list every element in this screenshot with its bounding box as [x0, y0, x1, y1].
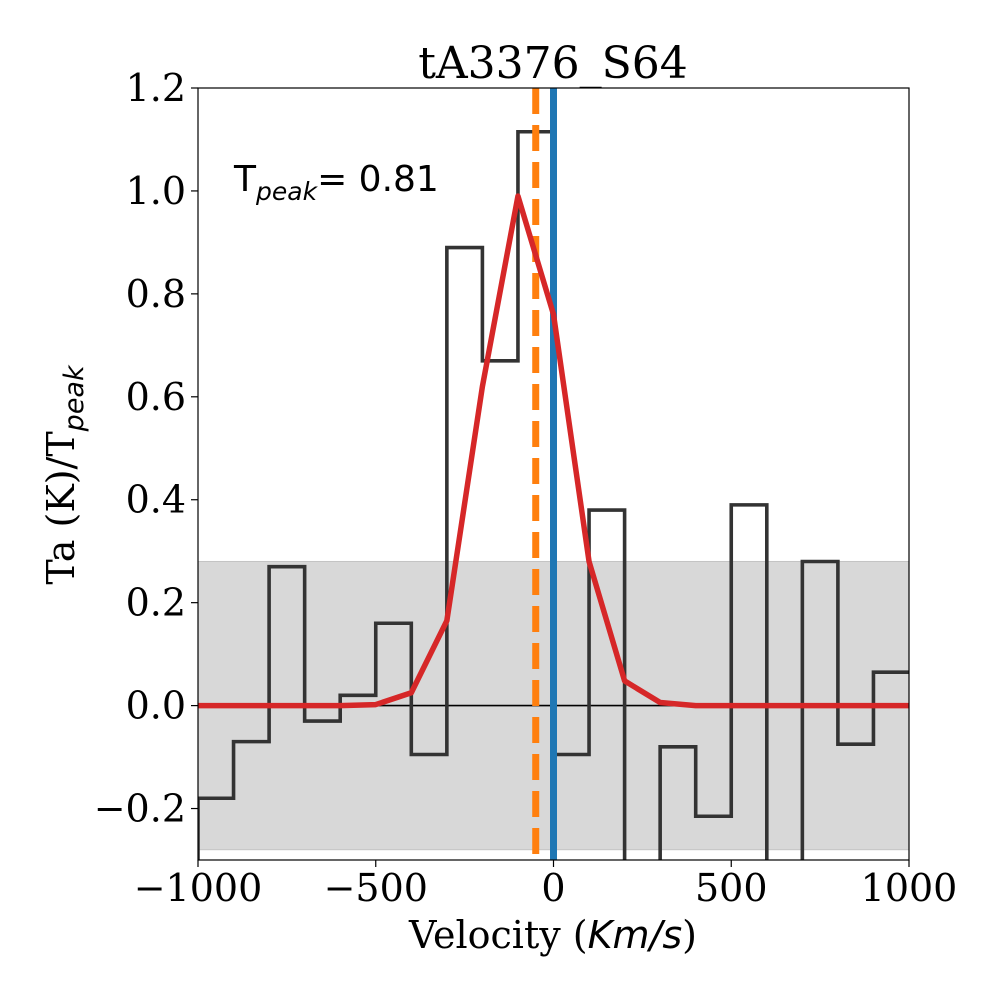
- x-tick-label: 0: [541, 866, 565, 910]
- tpeak-sub: peak: [255, 177, 319, 206]
- y-tick-label: 0.8: [126, 272, 186, 316]
- x-tick-label: 1000: [861, 866, 958, 910]
- x-tick-label: 500: [695, 866, 768, 910]
- x-tick-label: −1000: [134, 866, 263, 910]
- y-tick-label: 0.6: [126, 375, 186, 419]
- x-tick-label: −500: [324, 866, 428, 910]
- tpeak-annotation: Tpeak= 0.81: [233, 159, 439, 206]
- y-axis-label: Ta (K)/Tpeak: [39, 364, 90, 585]
- y-tick-label: −0.2: [94, 787, 186, 831]
- gaussian-fit-line: [198, 193, 909, 709]
- tpeak-prefix: T: [233, 159, 257, 200]
- tpeak-value: = 0.81: [317, 159, 439, 200]
- x-label-unit: Km/s: [588, 913, 683, 957]
- y-tick-label: 0.2: [126, 581, 186, 625]
- y-tick-label: 1.0: [126, 169, 186, 213]
- y-label-text: Ta (K)/T: [39, 431, 83, 584]
- y-tick-label: 0.4: [126, 478, 186, 522]
- x-label-text: Velocity (: [408, 913, 588, 957]
- y-label-sub: peak: [59, 364, 90, 432]
- x-label-close: ): [682, 913, 697, 957]
- y-tick-label: 0.0: [126, 684, 186, 728]
- y-tick-label: 1.2: [126, 66, 186, 110]
- x-axis-label: Velocity (Km/s): [408, 913, 697, 957]
- chart-title: tA3376_S64: [418, 38, 688, 89]
